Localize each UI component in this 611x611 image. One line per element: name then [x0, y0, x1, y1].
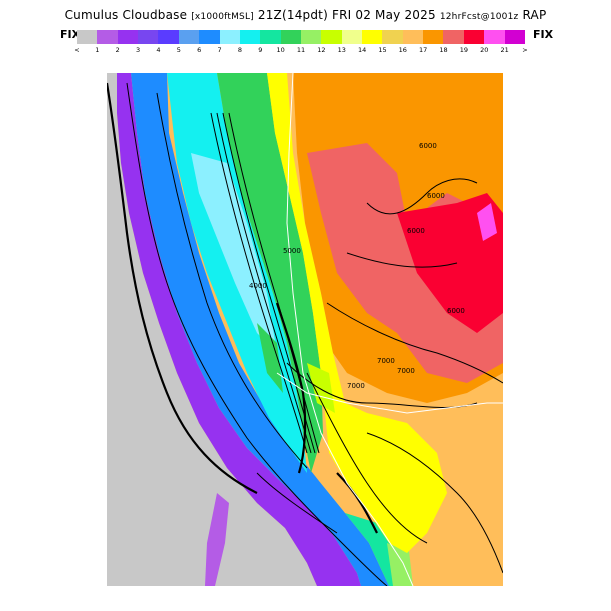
scale-swatch	[402, 30, 424, 44]
scale-tick-label: 21	[500, 46, 509, 54]
scale-swatch	[362, 30, 383, 44]
coastal-band-purple	[117, 73, 361, 586]
scale-swatch	[239, 30, 261, 44]
scale-tick-label: 11	[296, 46, 306, 54]
scale-swatch	[341, 30, 363, 44]
scale-tick-label: >	[522, 46, 528, 54]
scale-tick-label: 20	[480, 46, 489, 54]
scale-tick-label: 2	[115, 46, 120, 54]
contour-label: 6000	[407, 227, 425, 235]
scale-swatch	[300, 30, 322, 44]
scale-tick-label: 18	[439, 46, 448, 54]
scale-swatch	[280, 30, 301, 44]
scale-tick-label: 7	[217, 46, 222, 54]
scale-tick-label: 16	[398, 46, 407, 54]
foothills-green	[217, 73, 323, 473]
scale-tick-label: 19	[459, 46, 469, 54]
scale-tick-label: 8	[237, 46, 242, 54]
scale-tick-label: 15	[378, 46, 387, 54]
coastal-band-blue	[131, 73, 389, 586]
contour-label: 7000	[397, 367, 415, 375]
scale-swatch	[178, 30, 200, 44]
ocean-area	[107, 73, 317, 586]
scale-tick-label: 17	[419, 46, 428, 54]
contour-label: 6000	[419, 142, 437, 150]
scale-tick-label: 6	[197, 46, 202, 54]
interior-pink	[307, 143, 503, 383]
title-main: Cumulus Cloudbase	[64, 8, 188, 22]
scale-tick-label: 5	[176, 46, 181, 54]
color-scale	[77, 30, 525, 44]
scale-tick-label: 13	[337, 46, 346, 54]
scale-tick-label: 9	[258, 46, 263, 54]
contour-label: 7000	[347, 382, 365, 390]
scale-swatch	[463, 30, 485, 44]
scale-swatch	[158, 30, 179, 44]
title-units: [x1000ftMSL]	[191, 12, 254, 22]
scale-swatch	[199, 30, 220, 44]
scale-swatch	[77, 30, 98, 44]
chart-title: Cumulus Cloudbase [x1000ftMSL] 21Z(14pdt…	[0, 8, 611, 22]
scale-tick-label: <	[74, 46, 80, 54]
contour-label: 5000	[283, 247, 301, 255]
scale-swatch	[138, 30, 159, 44]
scale-swatch	[443, 30, 464, 44]
scale-tick-label: 10	[276, 46, 285, 54]
contour-label: 6000	[447, 307, 465, 315]
title-valid: 21Z(14pdt) FRI 02 May 2025	[257, 8, 436, 22]
fix-label-right: FIX	[533, 28, 554, 41]
contour-label: 4000	[249, 282, 267, 290]
title-forecast: 12hrFcst@1001z	[439, 12, 519, 22]
contour-label: 6000	[427, 192, 445, 200]
scale-tick-label: 12	[317, 46, 326, 54]
scale-swatch	[382, 30, 403, 44]
scale-tick-label: 14	[357, 46, 367, 54]
scale-swatch	[260, 30, 281, 44]
scale-swatch	[97, 30, 118, 44]
title-model: RAP	[522, 8, 547, 22]
scale-swatch	[484, 30, 505, 44]
contour-label: 7000	[377, 357, 395, 365]
scale-tick-label: 1	[95, 46, 100, 54]
fix-label-left: FIX	[60, 28, 81, 41]
scale-swatch	[117, 30, 139, 44]
scale-swatch	[321, 30, 342, 44]
scale-swatch	[423, 30, 444, 44]
scale-swatch	[219, 30, 240, 44]
scale-tick-label: 3	[136, 46, 141, 54]
scale-swatch	[504, 30, 525, 44]
interior-yellow	[267, 73, 447, 553]
color-scale-ticks: <1 2 3 4 5 6 7 8 9 10 11 12 13 14 15 16 17 18 19 20 21 >	[72, 46, 532, 58]
scale-tick-label: 4	[156, 46, 161, 54]
interior-red	[397, 193, 503, 333]
